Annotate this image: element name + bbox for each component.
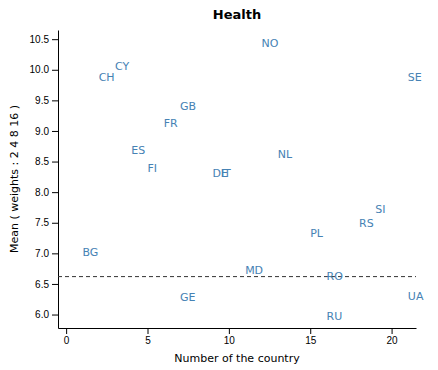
x-tick-label: 20 xyxy=(387,335,399,346)
chart: 0 5 10 15 20 6.0 6.5 7.0 7.5 8.0 8.5 9.0 9.5 10.0 10.5… xyxy=(0,0,438,370)
country-label: FR xyxy=(164,117,178,130)
y-tick-mark xyxy=(52,39,58,40)
y-tick-label: 9.5 xyxy=(35,95,49,106)
point-labels: BGCYCHESFIFRGBDEITGEMDNONLPLRORSRUSESIUA xyxy=(82,37,424,323)
y-tick-mark xyxy=(52,315,58,316)
x-tick: 20 xyxy=(387,328,399,346)
x-tick: 5 xyxy=(145,328,151,346)
y-tick-label: 8.0 xyxy=(35,187,49,198)
y-tick-mark xyxy=(52,70,58,71)
x-axis-line xyxy=(59,328,417,329)
x-tick: 10 xyxy=(224,328,236,346)
y-tick-label: 7.5 xyxy=(35,217,49,228)
country-label: CY xyxy=(115,60,129,73)
x-tick-label: 0 xyxy=(64,335,70,346)
y-tick-label: 10.5 xyxy=(30,34,50,45)
plot: 0 5 10 15 20 6.0 6.5 7.0 7.5 8.0 8.5 9.0 9.5 10.0 10.5… xyxy=(30,31,424,347)
y-tick: 7.0 xyxy=(35,248,58,259)
country-label: GB xyxy=(180,100,196,113)
country-label: RU xyxy=(327,310,343,323)
y-axis-line xyxy=(58,31,59,329)
y-tick-label: 8.5 xyxy=(35,156,49,167)
x-tick-label: 10 xyxy=(224,335,236,346)
y-tick: 9.5 xyxy=(35,95,58,106)
y-tick: 9.0 xyxy=(35,126,58,137)
x-tick-mark xyxy=(66,328,67,334)
x-tick-mark xyxy=(229,328,230,334)
x-tick: 15 xyxy=(305,328,317,346)
country-label: ES xyxy=(131,144,145,157)
y-tick: 10.0 xyxy=(30,64,58,75)
country-label: CH xyxy=(99,71,115,84)
y-tick-label: 7.0 xyxy=(35,248,49,259)
country-label: GE xyxy=(180,291,196,304)
x-axis: 0 5 10 15 20 xyxy=(59,328,417,346)
y-tick-mark xyxy=(52,162,58,163)
y-tick-mark xyxy=(52,192,58,193)
country-label: UA xyxy=(408,290,424,303)
x-tick-mark xyxy=(310,328,311,334)
x-tick-label: 5 xyxy=(145,335,151,346)
country-label: RS xyxy=(359,217,374,230)
y-tick: 7.5 xyxy=(35,217,58,228)
title: Health xyxy=(213,7,261,22)
y-tick-label: 10.0 xyxy=(30,64,50,75)
y-tick: 8.5 xyxy=(35,156,58,167)
y-tick-label: 6.0 xyxy=(35,309,49,320)
y-tick-mark xyxy=(52,100,58,101)
y-tick: 10.5 xyxy=(30,34,58,45)
y-axis: 6.0 6.5 7.0 7.5 8.0 8.5 9.0 9.5 10.0 10.5 xyxy=(30,31,59,329)
country-label: RO xyxy=(327,270,344,283)
x-tick-mark xyxy=(148,328,149,334)
y-tick: 6.0 xyxy=(35,309,58,320)
country-label: IT xyxy=(221,167,231,180)
country-label: FI xyxy=(148,162,158,175)
reference-line xyxy=(58,276,416,277)
country-label: NO xyxy=(261,37,278,50)
y-tick-mark xyxy=(52,284,58,285)
country-label: MD xyxy=(245,264,263,277)
x-axis-title: Number of the country xyxy=(174,352,300,365)
y-tick-mark xyxy=(52,253,58,254)
x-tick-mark xyxy=(392,328,393,334)
x-tick-label: 15 xyxy=(305,335,317,346)
y-tick-mark xyxy=(52,131,58,132)
marks xyxy=(58,276,416,277)
x-tick: 0 xyxy=(64,328,70,346)
country-label: NL xyxy=(278,148,293,161)
country-label: PL xyxy=(310,227,324,240)
y-tick-mark xyxy=(52,223,58,224)
y-tick: 8.0 xyxy=(35,187,58,198)
y-axis-title: Mean ( weights : 2 4 8 16 ) xyxy=(8,105,21,253)
y-tick-label: 9.0 xyxy=(35,126,49,137)
country-label: SE xyxy=(408,71,422,84)
country-label: BG xyxy=(82,246,98,259)
y-tick: 6.5 xyxy=(35,279,58,290)
country-label: SI xyxy=(375,203,385,216)
y-tick-label: 6.5 xyxy=(35,279,49,290)
